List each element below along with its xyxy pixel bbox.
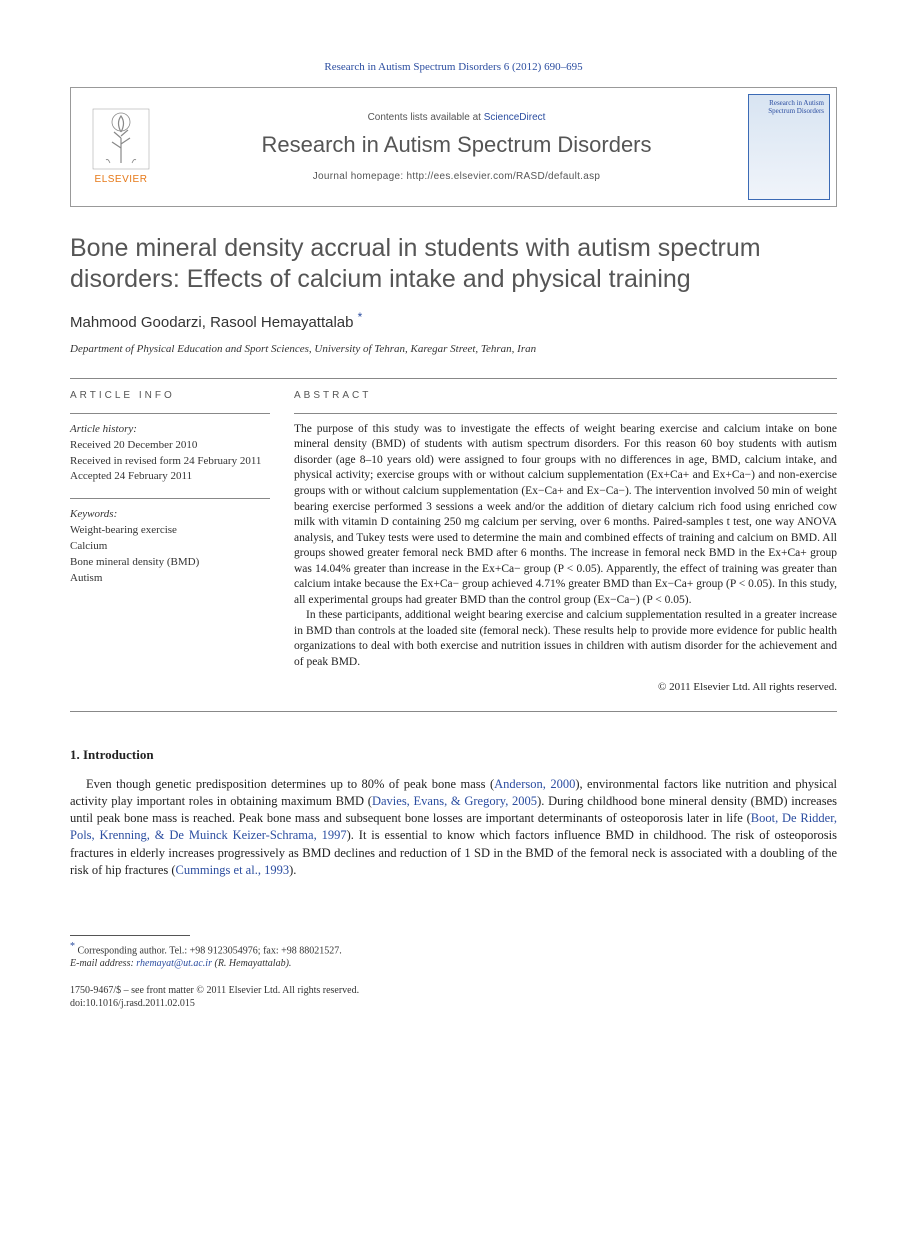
- section-heading-intro: 1. Introduction: [70, 746, 837, 764]
- article-title: Bone mineral density accrual in students…: [70, 233, 837, 296]
- abstract-label: ABSTRACT: [294, 389, 837, 403]
- authors-line: Mahmood Goodarzi, Rasool Hemayattalab *: [70, 309, 837, 333]
- keywords-label: Keywords:: [70, 507, 270, 522]
- abstract-paragraph-2: In these participants, additional weight…: [294, 608, 837, 670]
- journal-cover-thumbnail: Research in Autism Spectrum Disorders: [748, 94, 830, 200]
- article-info-column: ARTICLE INFO Article history: Received 2…: [70, 379, 270, 711]
- intro-body: Even though genetic predisposition deter…: [70, 776, 837, 880]
- corresponding-text: Corresponding author. Tel.: +98 91230549…: [78, 945, 342, 956]
- journal-header: ELSEVIER Contents lists available at Sci…: [70, 87, 837, 207]
- sciencedirect-link[interactable]: ScienceDirect: [484, 112, 546, 123]
- corresponding-star-icon: *: [358, 310, 363, 324]
- intro-text: Even though genetic predisposition deter…: [86, 777, 494, 791]
- revised-date: Received in revised form 24 February 201…: [70, 454, 270, 469]
- contents-available-line: Contents lists available at ScienceDirec…: [368, 111, 546, 125]
- abstract-column: ABSTRACT The purpose of this study was t…: [294, 379, 837, 711]
- contents-prefix: Contents lists available at: [368, 112, 484, 123]
- meta-section: ARTICLE INFO Article history: Received 2…: [70, 378, 837, 712]
- copyright-footer: 1750-9467/$ – see front matter © 2011 El…: [70, 984, 837, 1010]
- received-date: Received 20 December 2010: [70, 438, 270, 453]
- history-label: Article history:: [70, 422, 270, 437]
- keyword-item: Autism: [70, 571, 270, 586]
- reference-link[interactable]: Cummings et al., 1993: [176, 863, 290, 877]
- journal-name: Research in Autism Spectrum Disorders: [261, 130, 651, 160]
- keywords-block: Keywords: Weight-bearing exercise Calciu…: [70, 498, 270, 585]
- issn-line: 1750-9467/$ – see front matter © 2011 El…: [70, 984, 837, 997]
- abstract-body: The purpose of this study was to investi…: [294, 413, 837, 670]
- elsevier-tree-icon: [92, 108, 150, 170]
- doi-line: doi:10.1016/j.rasd.2011.02.015: [70, 997, 837, 1010]
- page-container: Research in Autism Spectrum Disorders 6 …: [0, 0, 907, 1060]
- reference-link[interactable]: Anderson, 2000: [494, 777, 575, 791]
- footer-block: * Corresponding author. Tel.: +98 912305…: [70, 935, 837, 1010]
- email-link[interactable]: rhemayat@ut.ac.ir: [136, 958, 212, 969]
- email-line: E-mail address: rhemayat@ut.ac.ir (R. He…: [70, 958, 291, 969]
- accepted-date: Accepted 24 February 2011: [70, 469, 270, 484]
- article-history-block: Article history: Received 20 December 20…: [70, 413, 270, 484]
- abstract-paragraph-1: The purpose of this study was to investi…: [294, 422, 837, 608]
- email-label: E-mail address:: [70, 958, 134, 969]
- journal-homepage: Journal homepage: http://ees.elsevier.co…: [313, 170, 601, 184]
- header-center: Contents lists available at ScienceDirec…: [171, 88, 742, 206]
- corresponding-footnote: * Corresponding author. Tel.: +98 912305…: [70, 940, 837, 970]
- intro-paragraph-1: Even though genetic predisposition deter…: [70, 776, 837, 880]
- footnote-star-icon: *: [70, 941, 78, 952]
- keyword-item: Calcium: [70, 539, 270, 554]
- keyword-item: Bone mineral density (BMD): [70, 555, 270, 570]
- affiliation: Department of Physical Education and Spo…: [70, 342, 837, 357]
- article-info-label: ARTICLE INFO: [70, 389, 270, 403]
- citation-line: Research in Autism Spectrum Disorders 6 …: [70, 60, 837, 75]
- cover-title-text: Research in Autism Spectrum Disorders: [754, 100, 824, 115]
- author-names: Mahmood Goodarzi, Rasool Hemayattalab: [70, 314, 353, 331]
- email-author-name: (R. Hemayattalab).: [214, 958, 291, 969]
- elsevier-brand-text: ELSEVIER: [95, 173, 148, 187]
- footnote-rule: [70, 935, 190, 936]
- abstract-copyright: © 2011 Elsevier Ltd. All rights reserved…: [294, 680, 837, 695]
- intro-text: ).: [289, 863, 296, 877]
- elsevier-logo: ELSEVIER: [71, 88, 171, 206]
- reference-link[interactable]: Davies, Evans, & Gregory, 2005: [372, 794, 537, 808]
- keyword-item: Weight-bearing exercise: [70, 523, 270, 538]
